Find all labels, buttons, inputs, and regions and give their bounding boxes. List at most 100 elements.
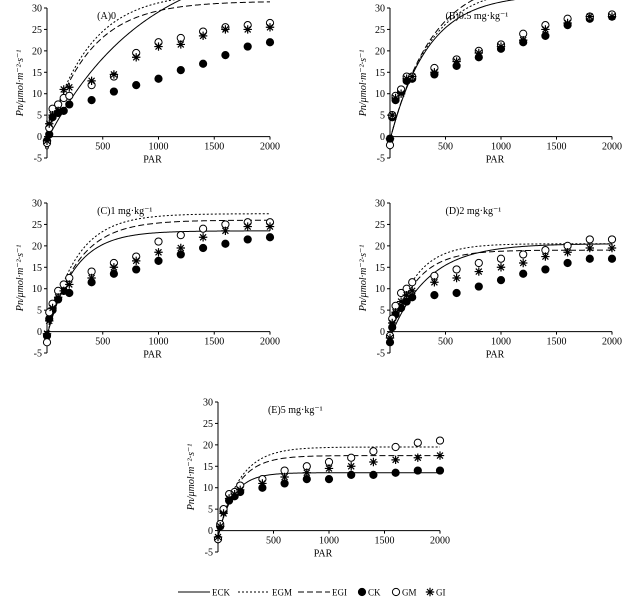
data-point-gi: [87, 273, 96, 283]
y-tick-label: 5: [380, 306, 385, 317]
data-point-gi: [48, 303, 57, 313]
y-tick-label: 0: [380, 132, 385, 143]
y-tick-label: 20: [203, 440, 213, 451]
data-point-gi: [176, 40, 185, 49]
legend-entry-egm: EGM: [238, 588, 292, 598]
fit-curve-eck: [217, 472, 440, 538]
data-point-gi: [132, 53, 141, 62]
data-point-gi: [221, 226, 230, 236]
x-tick-label: 1000: [319, 536, 339, 547]
data-point-gm: [154, 237, 163, 246]
x-tick-label: 500: [266, 536, 281, 547]
y-tick-label: 10: [32, 284, 42, 295]
y-tick-label: 5: [37, 111, 42, 122]
data-point-gi: [109, 70, 119, 79]
data-point-gm: [391, 442, 400, 452]
y-axis-label: Pn/μmol·m⁻²·s⁻¹: [186, 444, 197, 512]
data-point-gi: [388, 110, 397, 120]
data-point-gi: [408, 72, 417, 81]
data-point-gm: [176, 231, 185, 240]
legend-entry-egi: EGI: [298, 588, 347, 598]
data-point-gi: [176, 243, 185, 253]
y-tick-label: 15: [32, 263, 42, 274]
data-point-ck: [347, 470, 356, 479]
data-point-gi: [496, 42, 506, 51]
legend-entry-gm: GM: [391, 587, 417, 598]
y-tick-label: 20: [32, 241, 42, 252]
fit-curve-egm: [217, 446, 440, 538]
data-point-gm: [496, 254, 506, 263]
data-point-gi: [224, 494, 234, 503]
y-tick-label: 10: [375, 89, 385, 100]
data-point-gi: [396, 89, 406, 98]
data-point-gm: [408, 278, 417, 287]
x-axis-label: PAR: [486, 350, 505, 361]
x-tick-label: 2000: [602, 337, 622, 348]
fit-curve-egm: [389, 243, 613, 339]
data-point-gi: [132, 256, 141, 266]
legend-swatch: [391, 587, 401, 597]
data-point-gm: [474, 258, 483, 268]
x-tick-label: 1500: [204, 337, 224, 348]
y-tick-label: 0: [37, 132, 42, 143]
y-tick-label: 0: [37, 327, 42, 338]
y-axis-label: Pn/μmol·m⁻²·s⁻¹: [15, 245, 26, 313]
data-point-gi: [265, 222, 275, 231]
data-point-ck: [496, 276, 506, 285]
data-point-gi: [265, 23, 275, 32]
data-point-gi: [369, 457, 378, 467]
x-axis-label: PAR: [314, 549, 333, 560]
x-tick-label: 2000: [602, 142, 622, 153]
y-tick-label: -5: [377, 349, 385, 360]
data-point-gi: [452, 273, 461, 283]
panel-title: (C)1 mg·kg⁻¹: [97, 206, 152, 217]
data-point-gi: [59, 85, 68, 94]
panel-d: -50510152025300500100015002000PARPn/μmol…: [358, 199, 622, 361]
data-point-gi: [563, 248, 572, 257]
x-axis-label: PAR: [486, 155, 505, 166]
x-tick-label: 500: [438, 142, 453, 153]
y-tick-label: 0: [380, 327, 385, 338]
data-point-ck: [563, 258, 572, 268]
data-point-gi: [385, 333, 395, 343]
fit-curve-egi: [46, 219, 271, 336]
fit-curve-eck: [46, 230, 270, 336]
data-point-gm: [585, 235, 594, 244]
data-point-gi: [45, 119, 54, 128]
data-point-ck: [265, 38, 275, 47]
y-tick-label: 15: [32, 68, 42, 79]
legend-swatch: [357, 587, 367, 597]
data-point-ck: [199, 243, 208, 253]
y-tick-label: 20: [375, 241, 385, 252]
data-point-gm: [65, 91, 74, 100]
fit-curve-egm: [46, 0, 176, 139]
data-point-gi: [391, 308, 400, 317]
data-point-gi: [402, 290, 411, 300]
data-point-ck: [109, 87, 119, 96]
x-tick-label: 500: [95, 337, 110, 348]
data-point-gi: [563, 18, 572, 28]
data-point-gi: [402, 74, 411, 83]
fit-curve-egm: [46, 213, 270, 336]
data-point-gi: [65, 280, 74, 289]
y-tick-label: 20: [32, 46, 42, 57]
x-tick-label: 1500: [547, 337, 567, 348]
data-point-gi: [474, 48, 483, 58]
data-point-gi: [541, 252, 550, 261]
data-point-gi: [607, 12, 617, 21]
legend-entry-gi: GI: [425, 588, 446, 598]
data-point-gi: [396, 297, 406, 306]
panel-a: -50510152025300500100015002000PARPn/μmol…: [15, 0, 280, 166]
fit-curve-egi: [217, 455, 440, 538]
data-point-gm: [45, 308, 54, 317]
data-point-gi: [607, 243, 617, 253]
data-point-gi: [59, 286, 68, 296]
y-tick-label: -5: [377, 154, 385, 165]
data-point-ck: [243, 235, 252, 244]
x-tick-label: 1000: [491, 142, 511, 153]
data-point-ck: [176, 66, 185, 75]
data-point-ck: [87, 96, 96, 105]
data-point-gm: [347, 453, 356, 462]
data-point-gi: [388, 318, 397, 328]
